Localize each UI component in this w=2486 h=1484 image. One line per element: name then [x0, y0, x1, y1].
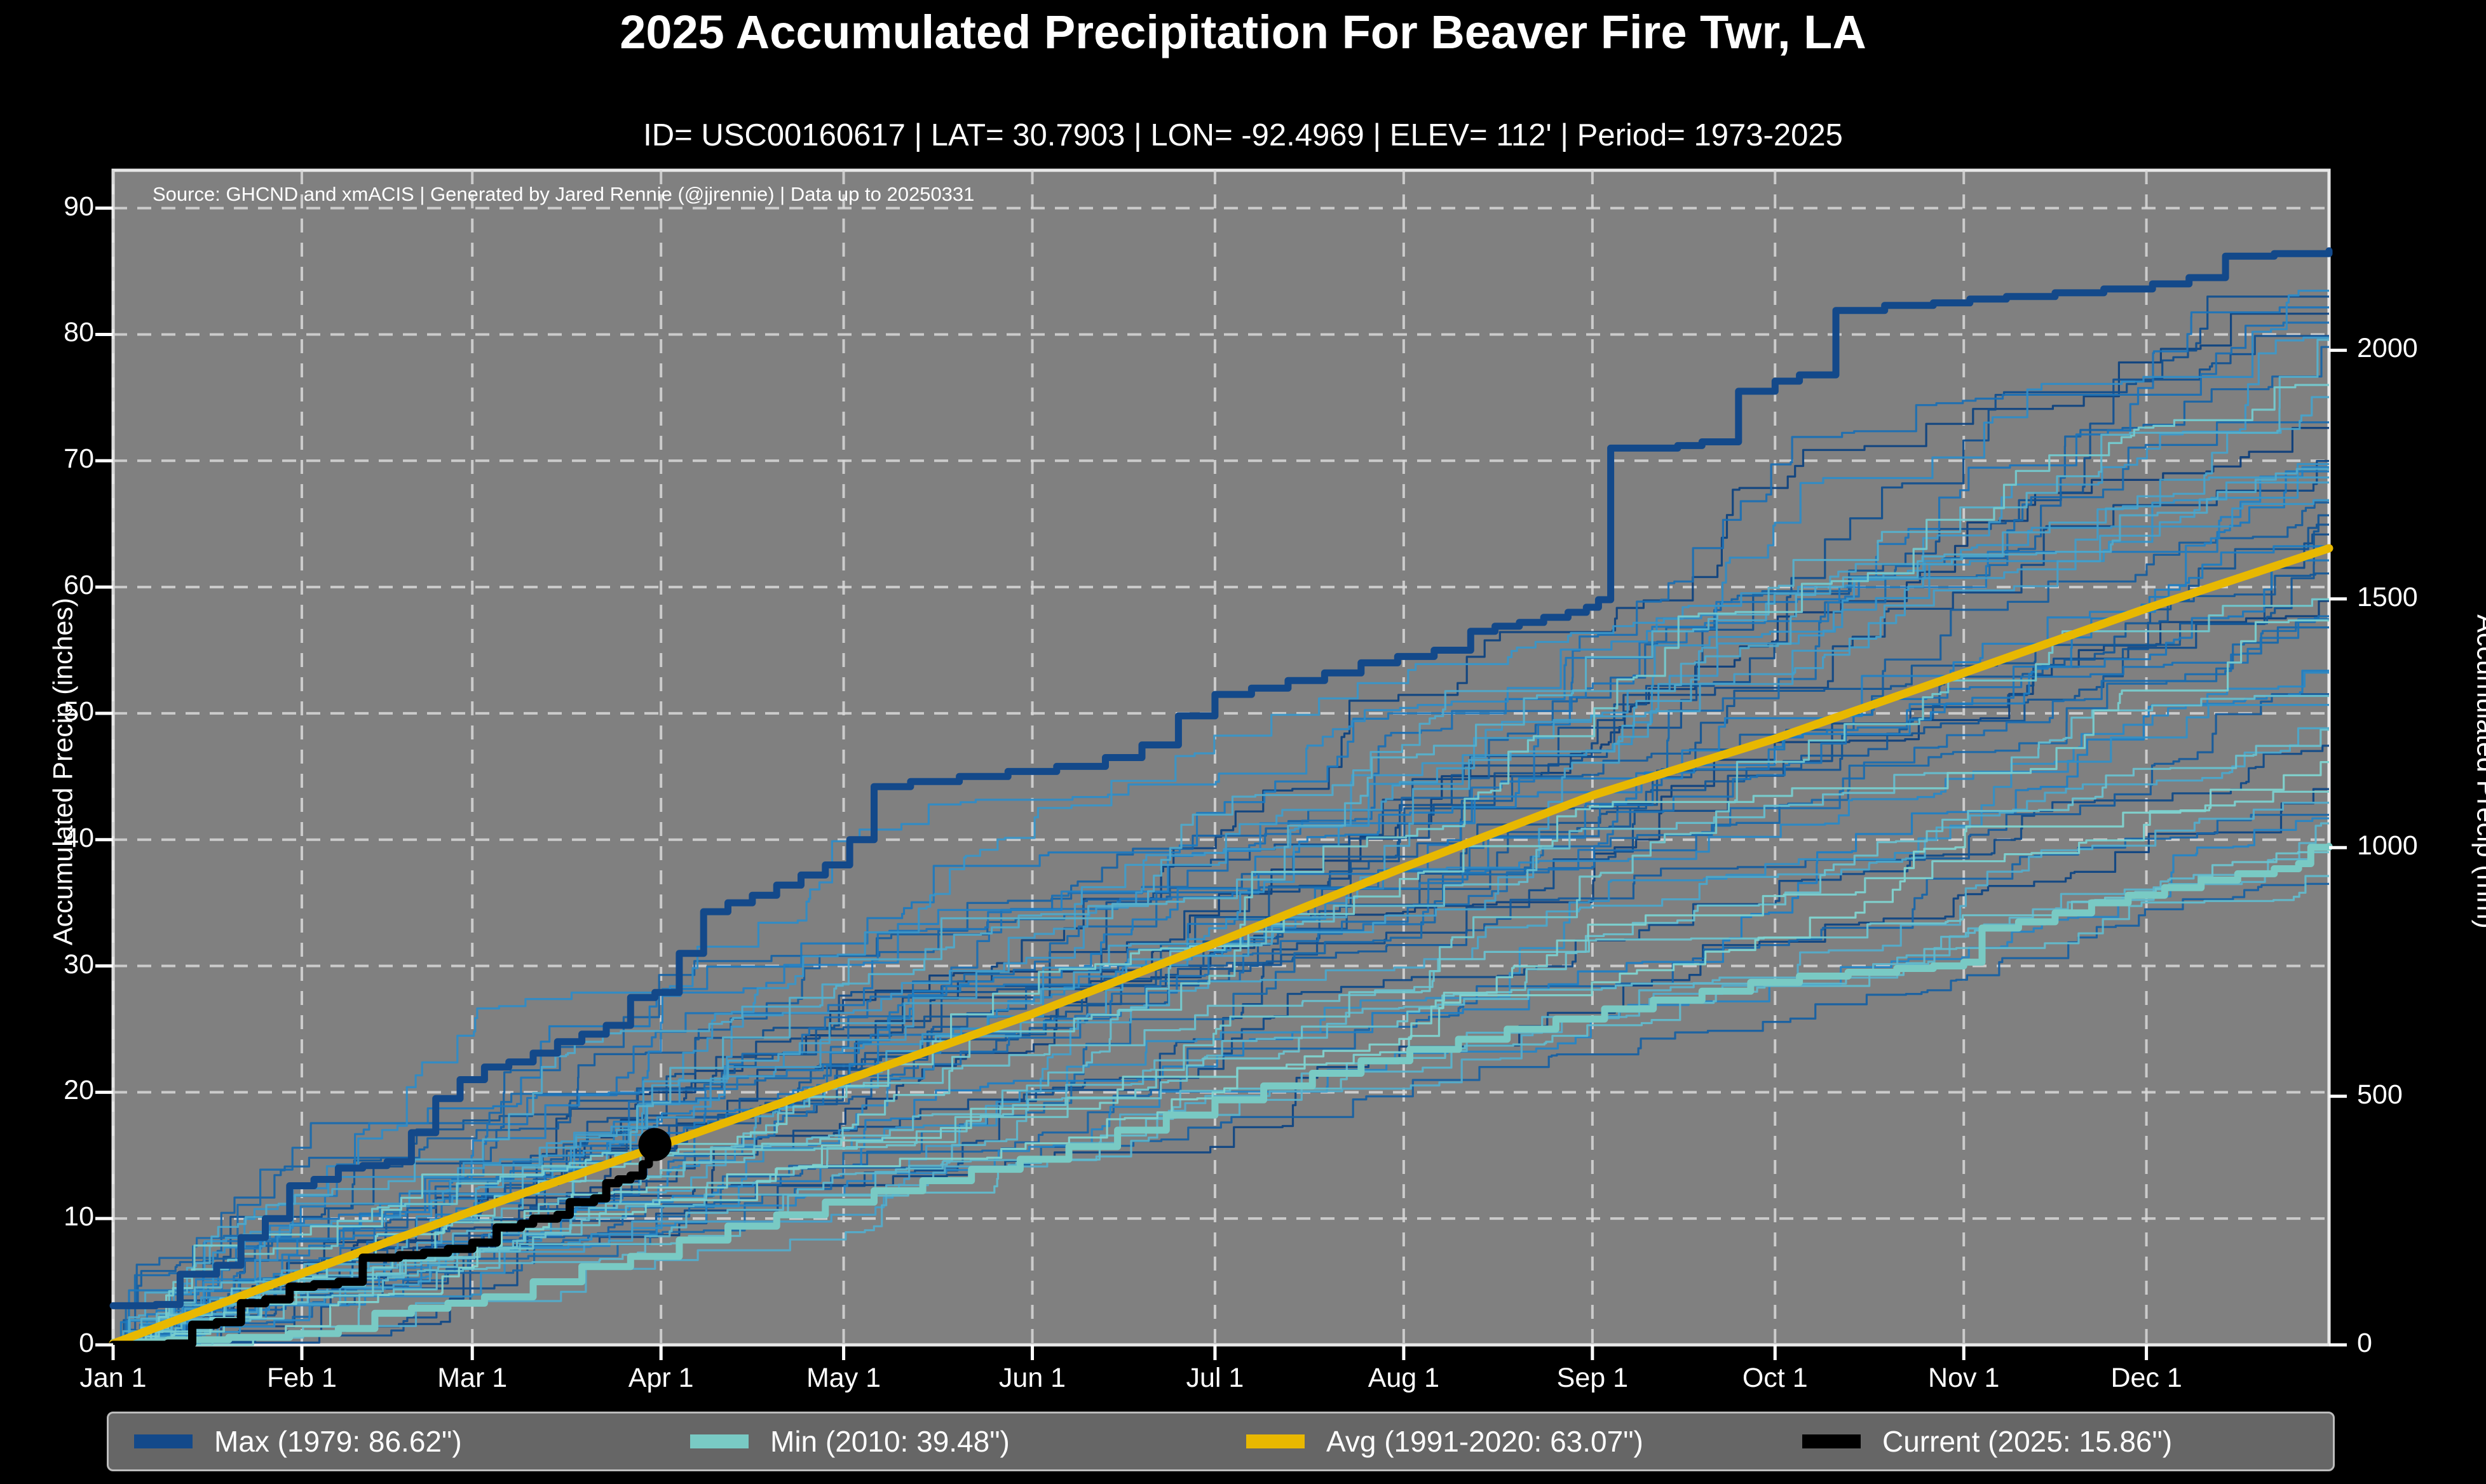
y-tick-left-0: 0 [79, 1328, 94, 1358]
y-tick-left-50: 50 [64, 696, 94, 727]
page-title: 2025 Accumulated Precipitation For Beave… [620, 6, 1866, 58]
y-tick-right-500: 500 [2357, 1079, 2403, 1110]
x-tick-dec-1: Dec 1 [2110, 1363, 2182, 1393]
x-tick-may-1: May 1 [806, 1363, 881, 1393]
y-tick-left-60: 60 [64, 570, 94, 601]
legend-label-avg: Avg (1991-2020: 63.07") [1326, 1425, 1643, 1458]
y-tick-left-90: 90 [64, 191, 94, 222]
x-tick-apr-1: Apr 1 [628, 1363, 694, 1393]
series-avg-1991-2020 [109, 544, 2333, 1348]
chart-subtitle: ID= USC00160617 | LAT= 30.7903 | LON= -9… [643, 118, 1843, 152]
x-tick-aug-1: Aug 1 [1368, 1363, 1440, 1393]
series-current-2025 [109, 1128, 672, 1349]
legend-item-min[interactable]: Min (2010: 39.48") [665, 1424, 1221, 1459]
legend-label-current: Current (2025: 15.86") [1882, 1425, 2173, 1458]
legend-label-max: Max (1979: 86.62") [214, 1425, 462, 1458]
x-tick-oct-1: Oct 1 [1742, 1363, 1808, 1393]
series-min-2010 [109, 842, 2333, 1346]
x-tick-feb-1: Feb 1 [266, 1363, 337, 1393]
legend-item-current[interactable]: Current (2025: 15.86") [1777, 1424, 2333, 1459]
y-tick-left-40: 40 [64, 822, 94, 853]
legend-swatch-current [1802, 1434, 1861, 1448]
x-tick-jun-1: Jun 1 [998, 1363, 1066, 1393]
y-tick-left-20: 20 [64, 1075, 94, 1106]
source-annotation: Source: GHCND and xmACIS | Generated by … [153, 183, 975, 205]
series-max-1979 [109, 247, 2333, 1309]
x-tick-jan-1: Jan 1 [79, 1363, 147, 1393]
y-tick-left-30: 30 [64, 948, 94, 980]
y-tick-right-2000: 2000 [2357, 333, 2418, 364]
legend-item-avg[interactable]: Avg (1991-2020: 63.07") [1221, 1424, 1777, 1459]
legend-swatch-avg [1246, 1434, 1305, 1448]
y-tick-left-70: 70 [64, 443, 94, 475]
legend-item-max[interactable]: Max (1979: 86.62") [109, 1424, 665, 1459]
x-tick-sep-1: Sep 1 [1556, 1363, 1629, 1393]
legend-label-min: Min (2010: 39.48") [770, 1425, 1010, 1458]
x-tick-jul-1: Jul 1 [1186, 1363, 1244, 1393]
background-year-traces [113, 290, 2329, 1346]
y-tick-right-1000: 1000 [2357, 830, 2418, 861]
y-tick-left-10: 10 [64, 1201, 94, 1232]
y-tick-right-1500: 1500 [2357, 581, 2418, 612]
y-axis-label-right: Accumulated Precip (mm) [2471, 614, 2486, 929]
legend-swatch-max [134, 1434, 193, 1448]
y-axis-label-left: Accumulated Precip (inches) [48, 597, 79, 946]
x-tick-nov-1: Nov 1 [1928, 1363, 2000, 1393]
y-tick-right-0: 0 [2357, 1328, 2372, 1358]
x-tick-mar-1: Mar 1 [437, 1363, 508, 1393]
y-tick-left-80: 80 [64, 317, 94, 348]
legend-swatch-min [690, 1434, 749, 1448]
chart-legend: Max (1979: 86.62") Min (2010: 39.48") Av… [107, 1412, 2335, 1471]
